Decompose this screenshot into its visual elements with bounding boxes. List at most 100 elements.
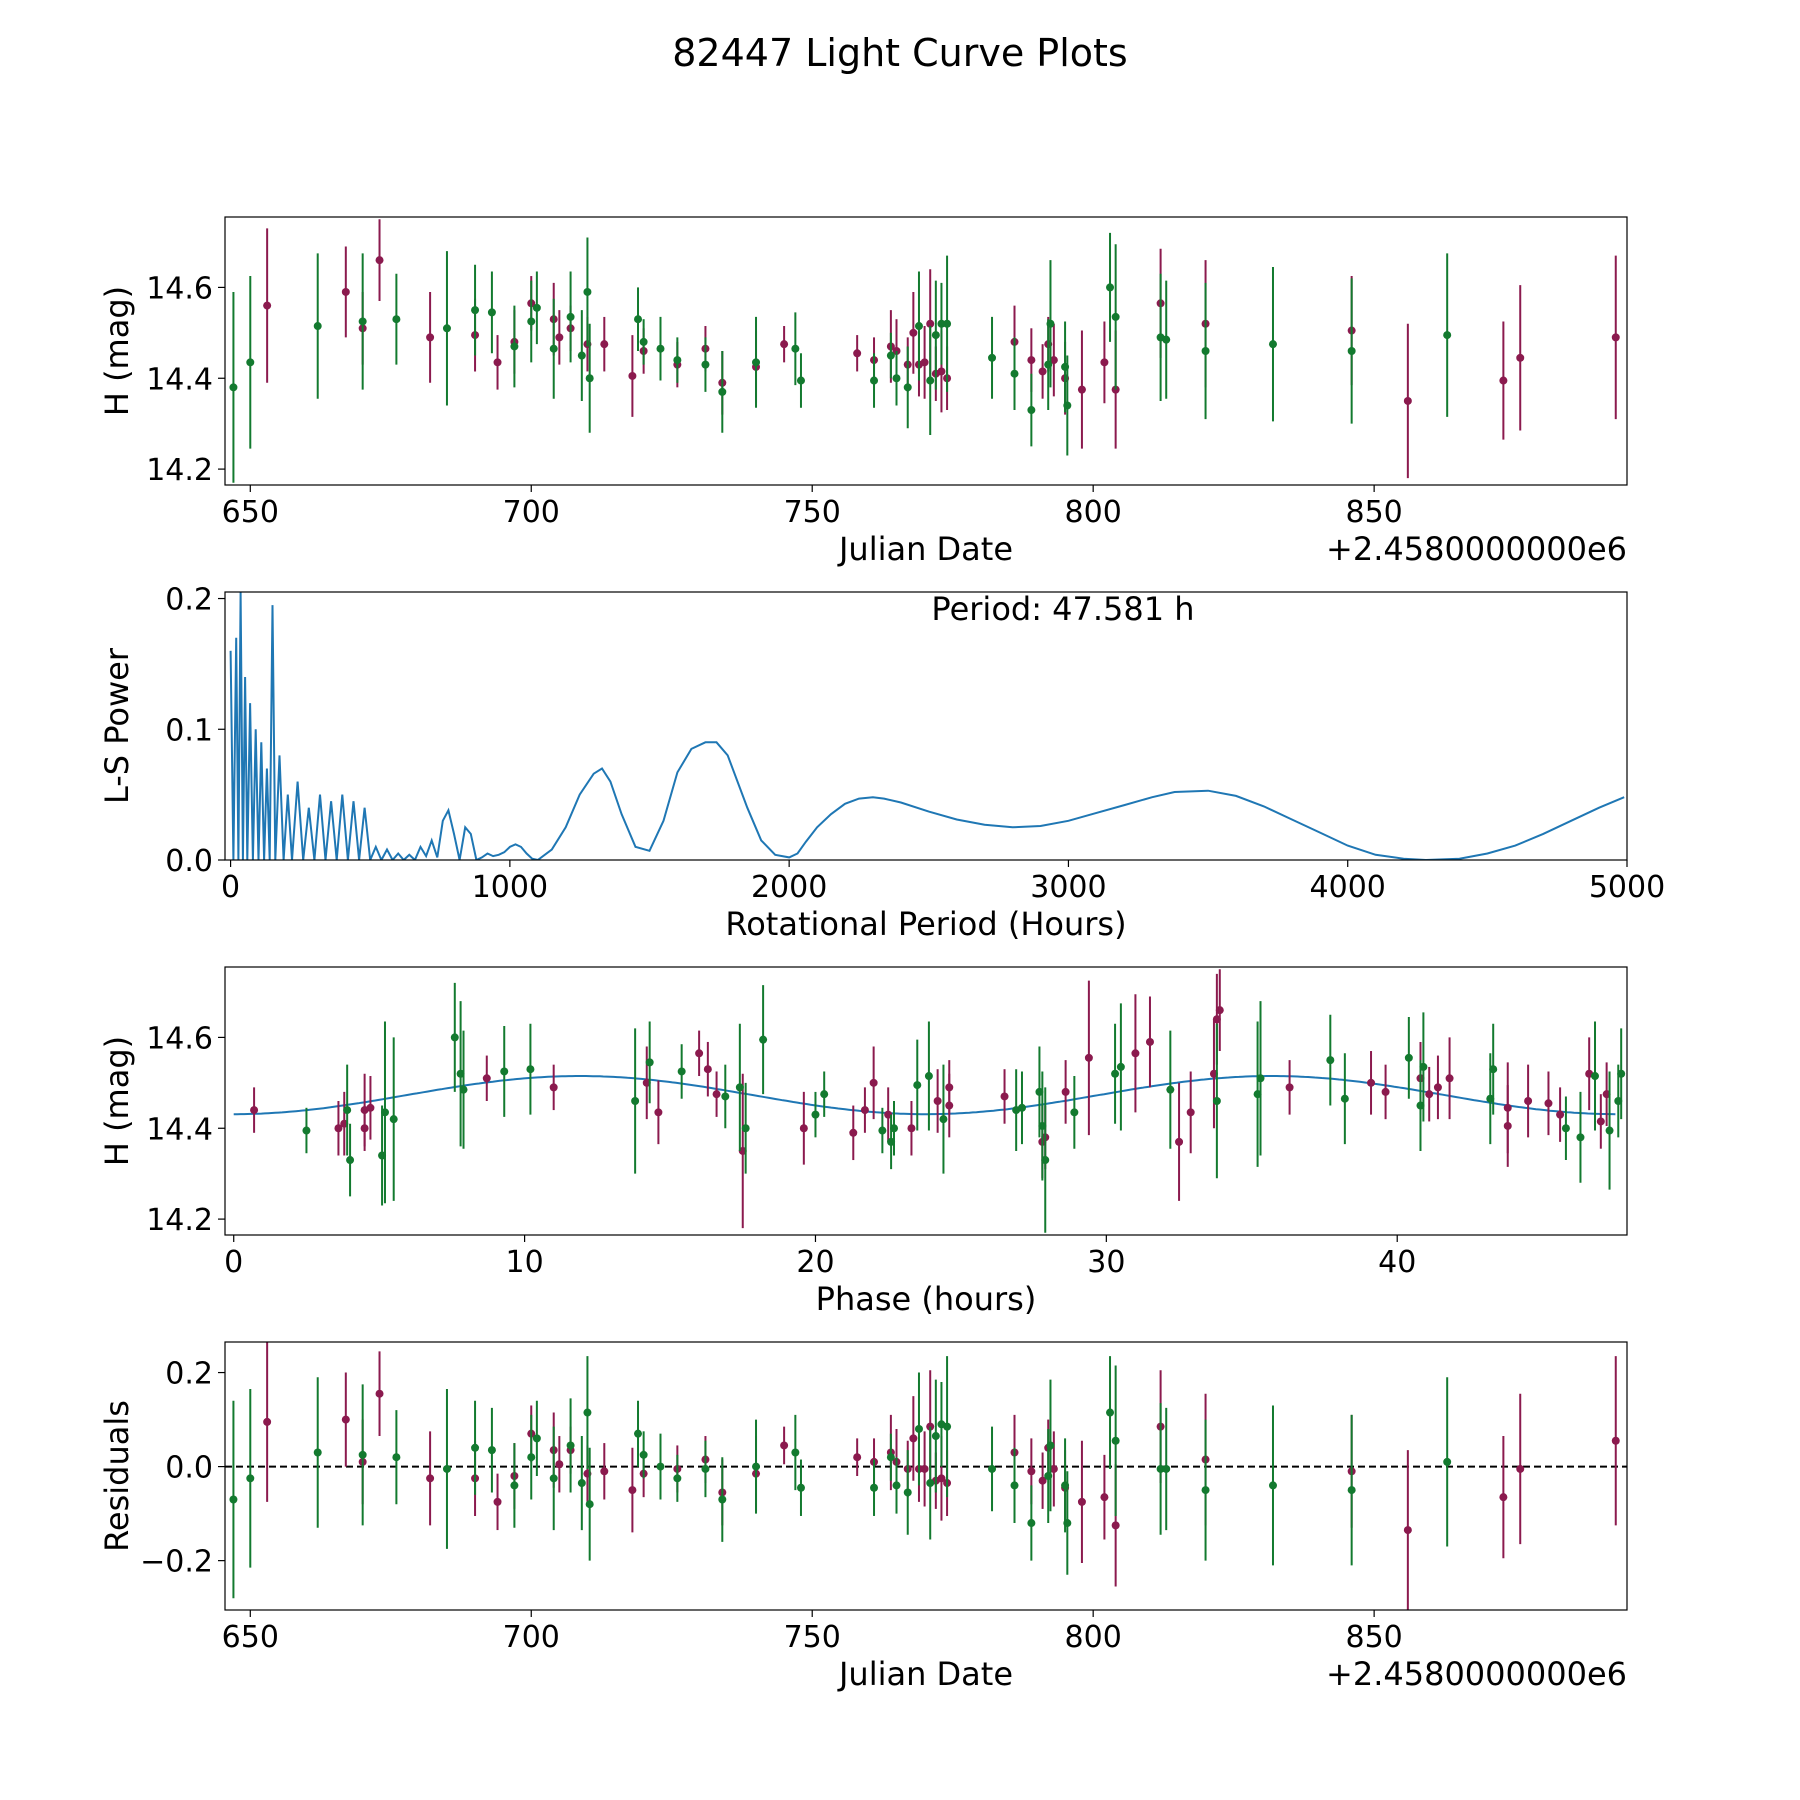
filter-a-data-point (799, 1124, 808, 1133)
filter-b-data-point (1340, 1094, 1349, 1103)
filter-a-data-point (1084, 1053, 1093, 1062)
filter-b-data-point (1017, 1103, 1026, 1112)
residuals-plot-area (225, 1342, 1627, 1610)
filter-a-data-point (1556, 1110, 1565, 1119)
filter-a-data-point (780, 340, 789, 349)
y-tick-label: 14.6 (146, 1021, 213, 1056)
filter-b-data-point (450, 1033, 459, 1042)
x-tick-label: 10 (506, 1245, 544, 1280)
filter-b-data-point (1419, 1062, 1428, 1071)
x-tick-label: 650 (222, 495, 279, 530)
filter-a-data-point (375, 1389, 384, 1398)
x-tick-label: 20 (796, 1245, 834, 1280)
filter-b-data-point (926, 376, 935, 385)
filter-b-data-point (1268, 340, 1277, 349)
y-tick-label: 14.2 (146, 1203, 213, 1238)
filter-b-data-point (914, 322, 923, 331)
filter-b-data-point (1443, 1457, 1452, 1466)
phased-plot-area (233, 969, 1626, 1233)
residuals-x-axis-label: Julian Date (837, 1655, 1013, 1693)
filter-b-data-point (549, 1474, 558, 1483)
filter-b-data-point (988, 1464, 997, 1473)
lightcurve-panel: 650 700 750 800 850 14.2 14.4 14.6 Julian Date H … (98, 216, 1628, 568)
filter-a-data-point (600, 1467, 609, 1476)
filter-a-data-point (1544, 1099, 1553, 1108)
filter-b-data-point (1489, 1065, 1498, 1074)
filter-b-data-point (1347, 1486, 1356, 1495)
filter-b-data-point (886, 1453, 895, 1462)
filter-a-data-point (1100, 1493, 1109, 1502)
filter-b-data-point (939, 1115, 948, 1124)
filter-a-data-point (341, 287, 350, 296)
filter-b-data-point (1010, 1481, 1019, 1490)
filter-a-data-point (920, 358, 929, 367)
filter-a-data-point (1596, 1117, 1605, 1126)
lightcurve-y-axis-label: H (mag) (98, 286, 136, 416)
residuals-x-offset-label: +2.4580000000e6 (1326, 1655, 1627, 1693)
filter-b-data-point (346, 1156, 355, 1165)
filter-a-data-point (1145, 1037, 1154, 1046)
filter-a-data-point (937, 1474, 946, 1483)
filter-a-data-point (493, 1497, 502, 1506)
filter-a-data-point (1038, 367, 1047, 376)
phased-x-axis-label: Phase (hours) (816, 1280, 1037, 1318)
filter-b-data-point (487, 1446, 496, 1455)
filter-b-data-point (645, 1058, 654, 1067)
period-annotation: Period: 47.581 h (931, 590, 1194, 628)
filter-b-data-point (1046, 1441, 1055, 1450)
filter-a-data-point (263, 1417, 272, 1426)
filter-a-data-point (366, 1103, 375, 1112)
filter-b-data-point (1162, 1464, 1171, 1473)
filter-b-data-point (937, 319, 946, 328)
filter-b-data-point (1106, 1408, 1115, 1417)
filter-b-data-point (566, 1441, 575, 1450)
filter-b-data-point (527, 317, 536, 326)
filter-b-data-point (246, 358, 255, 367)
phased-y-axis-label: H (mag) (98, 1036, 136, 1166)
x-tick-label: 700 (503, 495, 560, 530)
x-tick-label: 3000 (1030, 870, 1106, 905)
filter-b-data-point (585, 374, 594, 383)
filter-b-data-point (392, 315, 401, 324)
filter-b-data-point (1010, 369, 1019, 378)
filter-b-data-point (735, 1083, 744, 1092)
filter-a-data-point (860, 1106, 869, 1115)
filter-a-data-point (555, 333, 564, 342)
y-tick-label: 14.4 (146, 362, 213, 397)
filter-b-data-point (718, 387, 727, 396)
filter-b-data-point (914, 1424, 923, 1433)
filter-a-data-point (1111, 1521, 1120, 1530)
filter-a-data-point (1285, 1083, 1294, 1092)
filter-b-data-point (532, 303, 541, 312)
filter-a-data-point (1499, 1493, 1508, 1502)
x-tick-label: 650 (222, 1620, 279, 1655)
filter-b-data-point (302, 1126, 311, 1135)
figure-title: 82447 Light Curve Plots (672, 31, 1127, 75)
filter-a-data-point (1367, 1078, 1376, 1087)
filter-a-data-point (909, 1434, 918, 1443)
filter-a-data-point (600, 340, 609, 349)
filter-b-data-point (791, 344, 800, 353)
filter-b-data-point (577, 351, 586, 360)
filter-b-data-point (656, 1462, 665, 1471)
filter-a-data-point (1611, 1436, 1620, 1445)
filter-a-data-point (493, 358, 502, 367)
filter-b-data-point (1063, 1519, 1072, 1528)
filter-a-data-point (1038, 1476, 1047, 1485)
residuals-y-axis-label: Residuals (98, 1400, 136, 1552)
filter-b-data-point (820, 1090, 829, 1099)
filter-b-data-point (392, 1453, 401, 1462)
x-tick-label: 40 (1378, 1245, 1416, 1280)
filter-b-data-point (759, 1035, 768, 1044)
periodogram-power-line (229, 592, 1625, 860)
filter-a-data-point (1433, 1083, 1442, 1092)
filter-b-data-point (313, 322, 322, 331)
residuals-axes-frame (224, 1341, 1628, 1611)
filter-a-data-point (1175, 1137, 1184, 1146)
filter-b-data-point (1070, 1108, 1079, 1117)
filter-a-data-point (1000, 1092, 1009, 1101)
filter-a-data-point (1445, 1074, 1454, 1083)
filter-b-data-point (389, 1115, 398, 1124)
filter-a-data-point (1027, 1467, 1036, 1476)
